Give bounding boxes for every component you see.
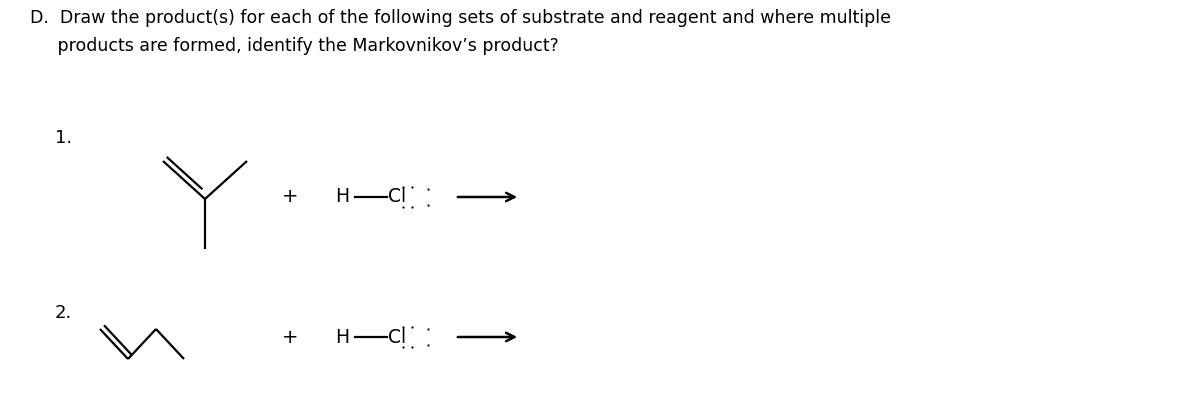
Text: D.  Draw the product(s) for each of the following sets of substrate and reagent : D. Draw the product(s) for each of the f… <box>30 9 890 27</box>
Text: +: + <box>282 187 299 207</box>
Text: products are formed, identify the Markovnikov’s product?: products are formed, identify the Markov… <box>30 37 559 55</box>
Text: H: H <box>335 328 349 347</box>
Text: H: H <box>335 187 349 207</box>
Text: +: + <box>282 328 299 347</box>
Text: Cl: Cl <box>388 187 406 207</box>
Text: 2.: 2. <box>55 304 72 322</box>
Text: 1.: 1. <box>55 129 72 147</box>
Text: Cl: Cl <box>388 328 406 347</box>
